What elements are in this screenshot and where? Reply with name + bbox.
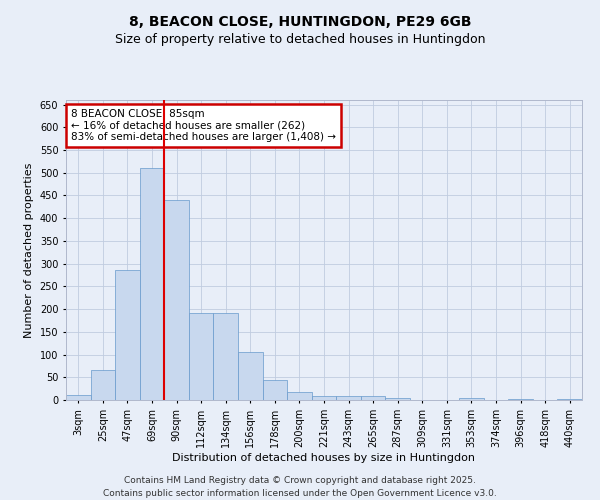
Bar [361,396,385,400]
Bar [459,398,484,400]
Bar [263,380,287,400]
Bar [91,370,115,400]
Bar [557,398,582,400]
Text: 8, BEACON CLOSE, HUNTINGDON, PE29 6GB: 8, BEACON CLOSE, HUNTINGDON, PE29 6GB [129,15,471,29]
Bar [164,200,189,400]
Bar [140,168,164,400]
Bar [115,270,140,400]
Text: Contains HM Land Registry data © Crown copyright and database right 2025.
Contai: Contains HM Land Registry data © Crown c… [103,476,497,498]
Bar [508,398,533,400]
Text: Size of property relative to detached houses in Huntingdon: Size of property relative to detached ho… [115,32,485,46]
Bar [336,396,361,400]
X-axis label: Distribution of detached houses by size in Huntingdon: Distribution of detached houses by size … [173,452,476,462]
Bar [385,398,410,400]
Bar [238,352,263,400]
Bar [287,392,312,400]
Text: 8 BEACON CLOSE: 85sqm
← 16% of detached houses are smaller (262)
83% of semi-det: 8 BEACON CLOSE: 85sqm ← 16% of detached … [71,109,336,142]
Bar [66,396,91,400]
Bar [189,312,214,400]
Bar [312,396,336,400]
Bar [214,312,238,400]
Y-axis label: Number of detached properties: Number of detached properties [24,162,34,338]
